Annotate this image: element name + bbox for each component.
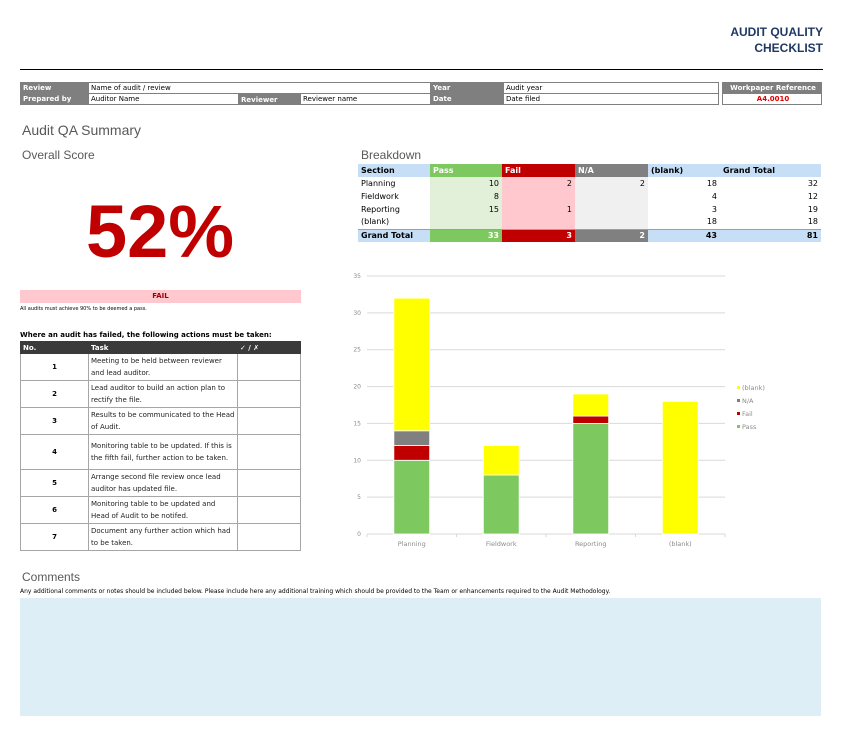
y-tick-label: 35 bbox=[353, 273, 361, 280]
workpaper-field[interactable]: A4.0010 bbox=[722, 93, 822, 105]
table-row: 7 Document any further action which had t… bbox=[20, 523, 301, 551]
y-tick-label: 15 bbox=[353, 420, 361, 427]
col-task: Task bbox=[88, 341, 238, 354]
legend-label: Pass bbox=[742, 423, 757, 431]
title-divider bbox=[20, 69, 823, 70]
pivot-header: Section Pass Fail N/A (blank) Grand Tota… bbox=[358, 164, 821, 177]
bar-segment-blank bbox=[482, 445, 520, 476]
check-cell[interactable] bbox=[237, 469, 301, 497]
table-row: 3 Results to be communicated to the Head … bbox=[20, 407, 301, 435]
overall-score-label: Overall Score bbox=[22, 148, 95, 162]
check-cell[interactable] bbox=[237, 434, 301, 470]
table-row: 2 Lead auditor to build an action plan to… bbox=[20, 380, 301, 408]
legend-label: Fail bbox=[742, 410, 753, 418]
bar-segment-blank bbox=[572, 393, 610, 417]
bar-segment-fail bbox=[572, 415, 610, 424]
pivot-row: (blank) 18 18 bbox=[358, 216, 821, 229]
check-cell[interactable] bbox=[237, 380, 301, 408]
overall-score: 52% bbox=[85, 190, 235, 273]
x-tick-label: (blank) bbox=[669, 540, 692, 548]
y-tick-label: 0 bbox=[357, 531, 361, 538]
col-check: ✓ / ✗ bbox=[237, 341, 301, 354]
pivot-row: Planning 10 2 2 18 32 bbox=[358, 177, 821, 190]
pass-note: All audits must achieve 90% to be deemed… bbox=[20, 306, 147, 312]
legend-label: (blank) bbox=[742, 384, 765, 392]
y-tick-label: 5 bbox=[357, 494, 361, 501]
check-cell[interactable] bbox=[237, 353, 301, 381]
table-row: 1 Meeting to be held between reviewer and… bbox=[20, 353, 301, 381]
y-tick-label: 30 bbox=[353, 310, 361, 317]
legend-swatch bbox=[737, 412, 740, 415]
bar-segment-blank bbox=[661, 400, 699, 535]
legend-swatch bbox=[737, 386, 740, 389]
actions-table: No. Task ✓ / ✗ 1 Meeting to be held between… bbox=[20, 341, 301, 551]
auditor-field[interactable]: Auditor Name bbox=[88, 93, 239, 105]
pivot-row: Reporting 15 1 3 19 bbox=[358, 203, 821, 216]
pivot-row: Fieldwork 8 4 12 bbox=[358, 190, 821, 203]
pivot-grand-total: Grand Total 33 3 2 43 81 bbox=[358, 228, 821, 242]
y-tick-label: 10 bbox=[353, 457, 361, 464]
summary-title: Audit QA Summary bbox=[22, 122, 142, 138]
breakdown-title: Breakdown bbox=[361, 148, 422, 162]
check-cell[interactable] bbox=[237, 523, 301, 551]
date-label: Date bbox=[430, 93, 504, 105]
bar-segment-blank bbox=[393, 297, 431, 432]
legend-label: N/A bbox=[742, 397, 754, 405]
breakdown-chart: 0 5 10 15 20 25 30 35 Planning Fieldwork Reporting… bbox=[353, 273, 765, 548]
comments-title: Comments bbox=[22, 570, 81, 584]
check-cell[interactable] bbox=[237, 496, 301, 524]
x-tick-label: Reporting bbox=[575, 540, 607, 548]
comments-instructions: Any additional comments or notes should … bbox=[20, 588, 611, 595]
comments-input[interactable] bbox=[20, 598, 821, 716]
reviewer-label: Reviewer bbox=[238, 93, 301, 105]
page-title: AUDIT QUALITY CHECKLIST bbox=[730, 25, 823, 55]
table-row: 6 Monitoring table to be updated and Head… bbox=[20, 496, 301, 524]
result-badge: FAIL bbox=[20, 290, 301, 303]
reviewer-field[interactable]: Reviewer name bbox=[300, 93, 431, 105]
x-tick-label: Planning bbox=[398, 540, 426, 548]
col-no: No. bbox=[20, 341, 89, 354]
y-tick-label: 20 bbox=[353, 384, 361, 391]
x-tick-label: Fieldwork bbox=[486, 540, 517, 548]
date-field[interactable]: Date filed bbox=[503, 93, 719, 105]
actions-heading: Where an audit has failed, the following… bbox=[20, 331, 272, 339]
legend-swatch bbox=[737, 425, 740, 428]
bar-segment-pass bbox=[393, 459, 431, 535]
bar-segment-fail bbox=[393, 445, 431, 461]
bar-segment-pass bbox=[572, 423, 610, 535]
table-row: 5 Arrange second file review once lead au… bbox=[20, 469, 301, 497]
table-row: 4 Monitoring table to be updated. If this… bbox=[20, 434, 301, 470]
bar-segment-pass bbox=[482, 474, 520, 535]
y-tick-label: 25 bbox=[353, 347, 361, 354]
check-cell[interactable] bbox=[237, 407, 301, 435]
breakdown-pivot-table: Section Pass Fail N/A (blank) Grand Tota… bbox=[358, 164, 821, 242]
legend-swatch bbox=[737, 399, 740, 402]
prepared-by-label: Prepared by bbox=[20, 93, 89, 105]
bar-segment-na bbox=[393, 430, 431, 446]
